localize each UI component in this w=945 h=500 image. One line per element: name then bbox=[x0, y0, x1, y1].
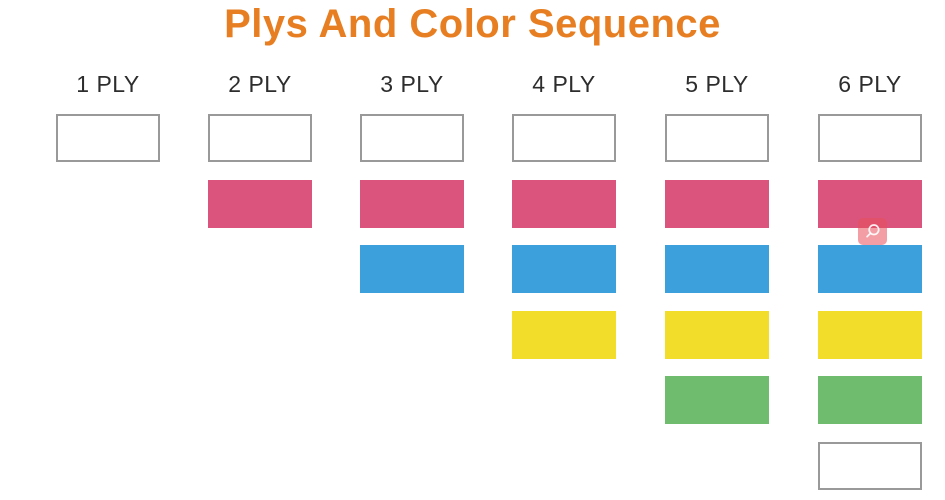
ply-swatch-white bbox=[665, 114, 769, 162]
ply-column-4: 4 PLY bbox=[512, 0, 616, 500]
ply-swatch-yellow bbox=[665, 311, 769, 359]
ply-swatch-yellow bbox=[818, 311, 922, 359]
ply-swatch-white bbox=[360, 114, 464, 162]
column-label: 6 PLY bbox=[838, 71, 902, 97]
ply-swatch-green bbox=[818, 376, 922, 424]
magnifier-icon bbox=[866, 224, 880, 238]
column-label: 2 PLY bbox=[228, 71, 292, 97]
ply-swatch-white bbox=[818, 114, 922, 162]
ply-column-2: 2 PLY bbox=[208, 0, 312, 500]
column-label: 1 PLY bbox=[76, 71, 140, 97]
ply-swatch-blue bbox=[665, 245, 769, 293]
ply-swatch-blue bbox=[818, 245, 922, 293]
ply-swatch-white bbox=[56, 114, 160, 162]
ply-swatch-pink bbox=[665, 180, 769, 228]
ply-swatch-blue bbox=[512, 245, 616, 293]
ply-swatch-white bbox=[818, 442, 922, 490]
ply-swatch-white bbox=[208, 114, 312, 162]
ply-swatch-pink bbox=[360, 180, 464, 228]
ply-column-1: 1 PLY bbox=[56, 0, 160, 500]
column-label: 4 PLY bbox=[532, 71, 596, 97]
ply-swatch-pink bbox=[208, 180, 312, 228]
ply-swatch-green bbox=[665, 376, 769, 424]
ply-column-5: 5 PLY bbox=[665, 0, 769, 500]
ply-swatch-yellow bbox=[512, 311, 616, 359]
ply-column-6: 6 PLY bbox=[818, 0, 922, 500]
ply-column-3: 3 PLY bbox=[360, 0, 464, 500]
column-label: 3 PLY bbox=[380, 71, 444, 97]
ply-swatch-white bbox=[512, 114, 616, 162]
zoom-image-button[interactable] bbox=[858, 218, 887, 245]
ply-swatch-pink bbox=[512, 180, 616, 228]
page-title: Plys And Color Sequence bbox=[224, 2, 721, 46]
ply-swatch-blue bbox=[360, 245, 464, 293]
column-label: 5 PLY bbox=[685, 71, 749, 97]
